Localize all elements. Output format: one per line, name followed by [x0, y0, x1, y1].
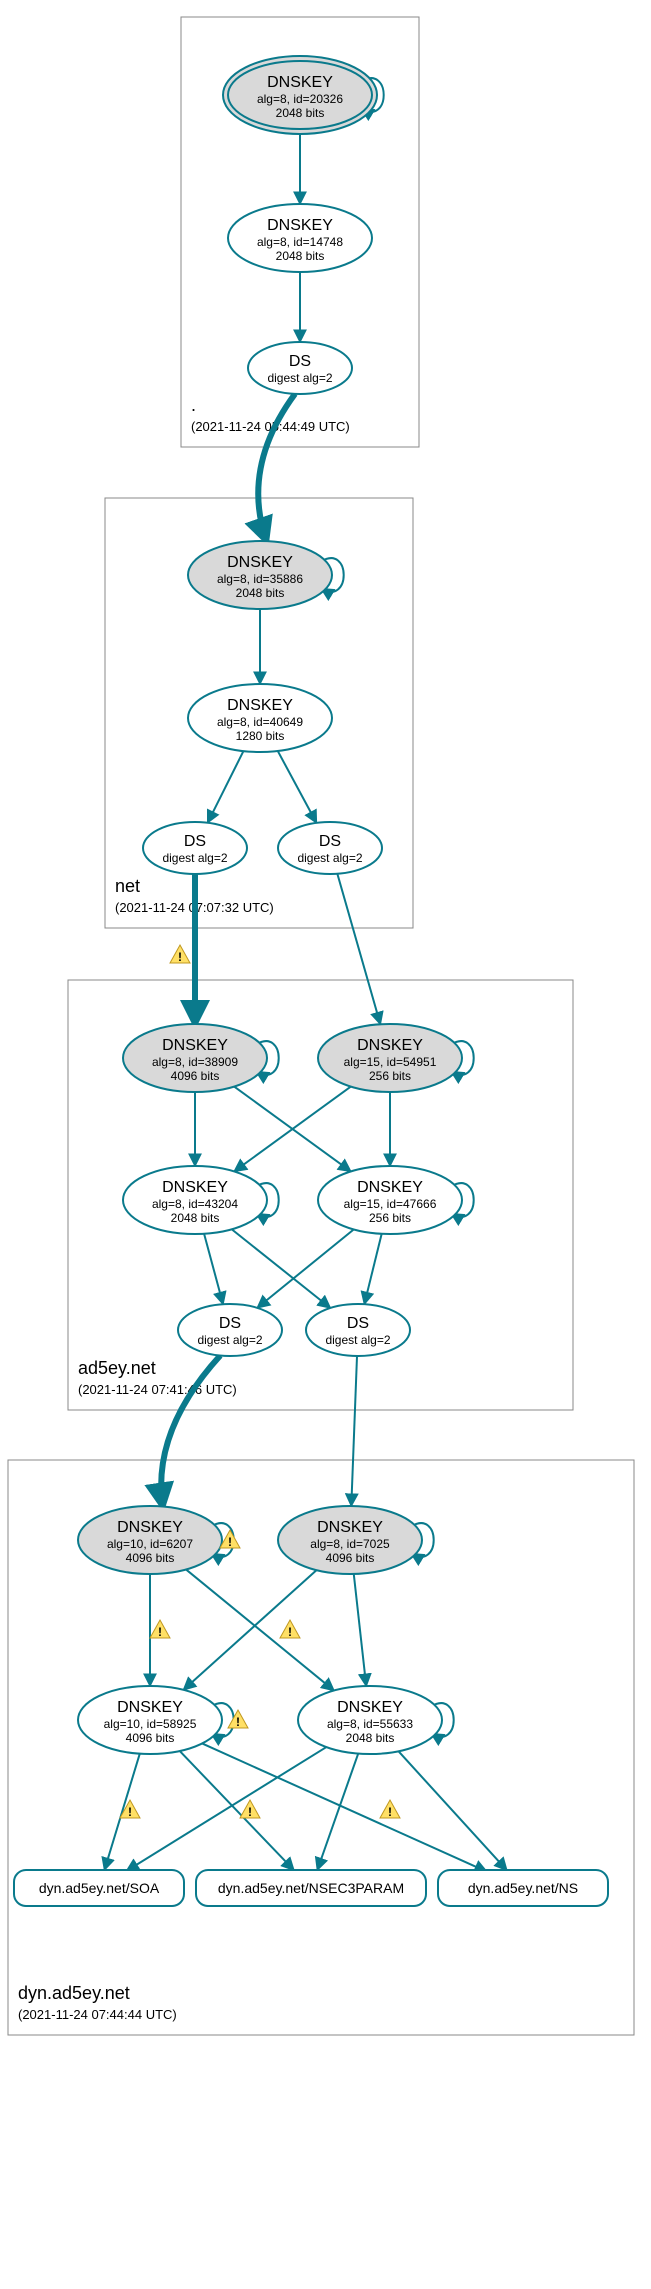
node-sub1: alg=10, id=6207	[107, 1537, 193, 1551]
node-title: DNSKEY	[267, 74, 333, 91]
warning-bang: !	[228, 1535, 232, 1549]
node-root_zsk: DNSKEYalg=8, id=147482048 bits	[228, 204, 372, 272]
node-sub1: alg=8, id=7025	[310, 1537, 390, 1551]
edge	[186, 1569, 334, 1690]
warning-bang: !	[128, 1805, 132, 1819]
warning-bang: !	[248, 1805, 252, 1819]
node-net_ksk: DNSKEYalg=8, id=358862048 bits	[188, 541, 332, 609]
node-root_ds: DSdigest alg=2	[248, 342, 352, 394]
edge	[161, 1356, 220, 1507]
warning-bang: !	[388, 1805, 392, 1819]
node-ad_ksk2: DNSKEYalg=15, id=54951256 bits	[318, 1024, 462, 1092]
node-sub1: alg=10, id=58925	[104, 1717, 197, 1731]
node-ad_ds1: DSdigest alg=2	[178, 1304, 282, 1356]
node-title: DNSKEY	[117, 1519, 183, 1536]
node-sub2: 1280 bits	[236, 729, 285, 743]
zone-label-root: .	[191, 395, 196, 415]
node-ad_zsk1: DNSKEYalg=8, id=432042048 bits	[123, 1166, 267, 1234]
rrset-label-soa: dyn.ad5ey.net/SOA	[39, 1880, 160, 1896]
node-sub2: 256 bits	[369, 1211, 411, 1225]
node-title: DS	[347, 1315, 369, 1332]
node-title: DNSKEY	[267, 217, 333, 234]
node-sub2: 4096 bits	[126, 1551, 175, 1565]
node-sub2: 2048 bits	[276, 106, 325, 120]
node-sub2: 2048 bits	[276, 249, 325, 263]
node-sub1: alg=8, id=55633	[327, 1717, 413, 1731]
warning-bang: !	[178, 950, 182, 964]
edge	[208, 751, 244, 823]
warning-bang: !	[288, 1625, 292, 1639]
node-dyn_ksk1: DNSKEYalg=10, id=62074096 bits	[78, 1506, 222, 1574]
node-ad_zsk2: DNSKEYalg=15, id=47666256 bits	[318, 1166, 462, 1234]
node-title: DNSKEY	[162, 1179, 228, 1196]
node-sub2: 2048 bits	[236, 586, 285, 600]
node-root_ksk: DNSKEYalg=8, id=203262048 bits	[223, 56, 377, 134]
dnssec-graph: .(2021-11-24 05:44:49 UTC)net(2021-11-24…	[0, 0, 651, 2289]
node-sub1: alg=8, id=20326	[257, 92, 343, 106]
edge	[232, 1229, 331, 1308]
node-sub2: 4096 bits	[326, 1551, 375, 1565]
node-title: DNSKEY	[117, 1699, 183, 1716]
edge	[354, 1574, 366, 1686]
node-title: DS	[184, 833, 206, 850]
node-title: DS	[289, 353, 311, 370]
node-sub2: 2048 bits	[346, 1731, 395, 1745]
node-title: DNSKEY	[357, 1179, 423, 1196]
rrset-label-nsec3: dyn.ad5ey.net/NSEC3PARAM	[218, 1880, 404, 1896]
node-sub2: 256 bits	[369, 1069, 411, 1083]
node-sub1: digest alg=2	[297, 851, 362, 865]
edge	[398, 1751, 506, 1870]
rrset-label-ns: dyn.ad5ey.net/NS	[468, 1880, 578, 1896]
zone-label-net: net	[115, 876, 140, 896]
node-sub1: alg=15, id=54951	[344, 1055, 437, 1069]
node-title: DNSKEY	[317, 1519, 383, 1536]
node-net_ds1: DSdigest alg=2	[143, 822, 247, 874]
node-sub1: alg=8, id=14748	[257, 235, 343, 249]
node-ad_ksk1: DNSKEYalg=8, id=389094096 bits	[123, 1024, 267, 1092]
edge	[364, 1234, 381, 1304]
edge	[337, 874, 380, 1025]
node-sub2: 2048 bits	[171, 1211, 220, 1225]
edge	[278, 751, 317, 823]
edge	[183, 1570, 316, 1690]
edge	[351, 1356, 357, 1506]
node-dyn_zsk1: DNSKEYalg=10, id=589254096 bits	[78, 1686, 222, 1754]
node-sub1: digest alg=2	[325, 1333, 390, 1347]
edge	[180, 1751, 294, 1870]
node-sub1: alg=8, id=38909	[152, 1055, 238, 1069]
zone-label-dyn: dyn.ad5ey.net	[18, 1983, 130, 2003]
node-net_zsk: DNSKEYalg=8, id=406491280 bits	[188, 684, 332, 752]
node-title: DNSKEY	[337, 1699, 403, 1716]
node-sub1: alg=8, id=40649	[217, 715, 303, 729]
node-sub2: 4096 bits	[126, 1731, 175, 1745]
node-sub1: digest alg=2	[267, 371, 332, 385]
warning-bang: !	[236, 1715, 240, 1729]
node-sub1: alg=8, id=35886	[217, 572, 303, 586]
node-title: DS	[319, 833, 341, 850]
node-sub1: alg=8, id=43204	[152, 1197, 238, 1211]
node-sub2: 4096 bits	[171, 1069, 220, 1083]
warning-bang: !	[158, 1625, 162, 1639]
node-dyn_zsk2: DNSKEYalg=8, id=556332048 bits	[298, 1686, 442, 1754]
node-title: DNSKEY	[227, 697, 293, 714]
node-sub1: digest alg=2	[162, 851, 227, 865]
node-sub1: alg=15, id=47666	[344, 1197, 437, 1211]
node-title: DNSKEY	[357, 1037, 423, 1054]
edge	[257, 1229, 354, 1307]
node-ad_ds2: DSdigest alg=2	[306, 1304, 410, 1356]
edge	[204, 1234, 223, 1305]
node-title: DNSKEY	[162, 1037, 228, 1054]
edge	[258, 394, 295, 541]
node-title: DNSKEY	[227, 554, 293, 571]
zone-timestamp-dyn: (2021-11-24 07:44:44 UTC)	[18, 2007, 177, 2022]
edge	[202, 1743, 487, 1871]
edge	[126, 1747, 326, 1871]
zone-label-ad5ey: ad5ey.net	[78, 1358, 156, 1378]
node-sub1: digest alg=2	[197, 1333, 262, 1347]
zone-timestamp-ad5ey: (2021-11-24 07:41:46 UTC)	[78, 1382, 237, 1397]
node-dyn_ksk2: DNSKEYalg=8, id=70254096 bits	[278, 1506, 422, 1574]
node-title: DS	[219, 1315, 241, 1332]
node-net_ds2: DSdigest alg=2	[278, 822, 382, 874]
